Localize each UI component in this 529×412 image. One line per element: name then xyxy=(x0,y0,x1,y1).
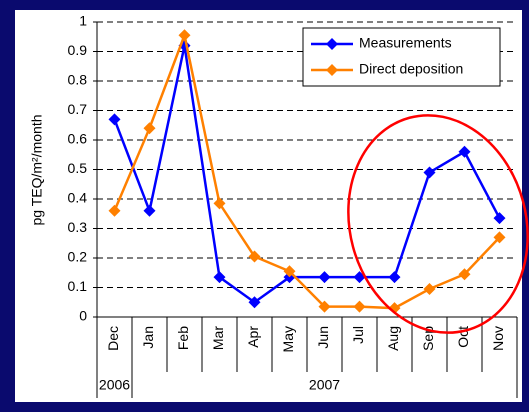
point-marker xyxy=(143,122,156,135)
y-axis-label: pg TEQ/m²/month xyxy=(29,114,45,225)
y-tick-label: 0.9 xyxy=(68,42,88,58)
point-marker xyxy=(108,204,121,217)
point-marker xyxy=(458,145,471,158)
x-tick-label: May xyxy=(280,326,296,352)
y-tick-label: 0 xyxy=(79,308,87,324)
y-tick-label: 1 xyxy=(79,13,87,29)
point-marker xyxy=(493,231,506,244)
point-marker xyxy=(423,166,436,179)
x-tick-label: Dec xyxy=(105,326,121,351)
point-marker xyxy=(178,29,191,42)
legend-label: Direct deposition xyxy=(359,61,463,77)
point-marker xyxy=(318,300,331,313)
highlight-ellipse xyxy=(347,114,529,334)
year-label: 2007 xyxy=(309,377,340,393)
point-marker xyxy=(108,113,121,126)
series-line xyxy=(113,30,501,310)
x-tick-label: Jan xyxy=(140,326,156,349)
point-marker xyxy=(213,197,226,210)
legend-label: Measurements xyxy=(359,35,452,51)
x-tick-label: Feb xyxy=(175,326,191,350)
point-marker xyxy=(353,300,366,313)
x-tick-label: Jun xyxy=(315,326,331,349)
x-tick-label: Mar xyxy=(210,326,226,350)
point-marker xyxy=(458,268,471,281)
point-marker xyxy=(318,271,331,284)
y-tick-label: 0.4 xyxy=(68,190,88,206)
legend-marker xyxy=(326,64,338,76)
y-tick-label: 0.2 xyxy=(68,249,88,265)
y-tick-label: 0.8 xyxy=(68,72,88,88)
point-marker xyxy=(283,265,296,278)
y-tick-label: 0.1 xyxy=(68,278,88,294)
y-tick-label: 0.6 xyxy=(68,131,88,147)
point-marker xyxy=(248,250,261,263)
x-tick-label: Nov xyxy=(490,326,506,351)
legend-marker xyxy=(326,38,338,50)
x-tick-label: Apr xyxy=(245,326,261,348)
point-marker xyxy=(388,271,401,284)
y-tick-label: 0.7 xyxy=(68,101,88,117)
y-tick-label: 0.5 xyxy=(68,160,88,176)
point-marker xyxy=(213,271,226,284)
x-tick-label: Jul xyxy=(350,326,366,344)
point-marker xyxy=(248,296,261,309)
point-marker xyxy=(423,282,436,295)
legend-box xyxy=(302,27,501,87)
series-line xyxy=(113,45,501,304)
year-label: 2006 xyxy=(99,377,130,393)
point-marker xyxy=(493,212,506,225)
point-marker xyxy=(143,204,156,217)
x-tick-label: Aug xyxy=(385,326,401,351)
y-tick-label: 0.3 xyxy=(68,219,88,235)
